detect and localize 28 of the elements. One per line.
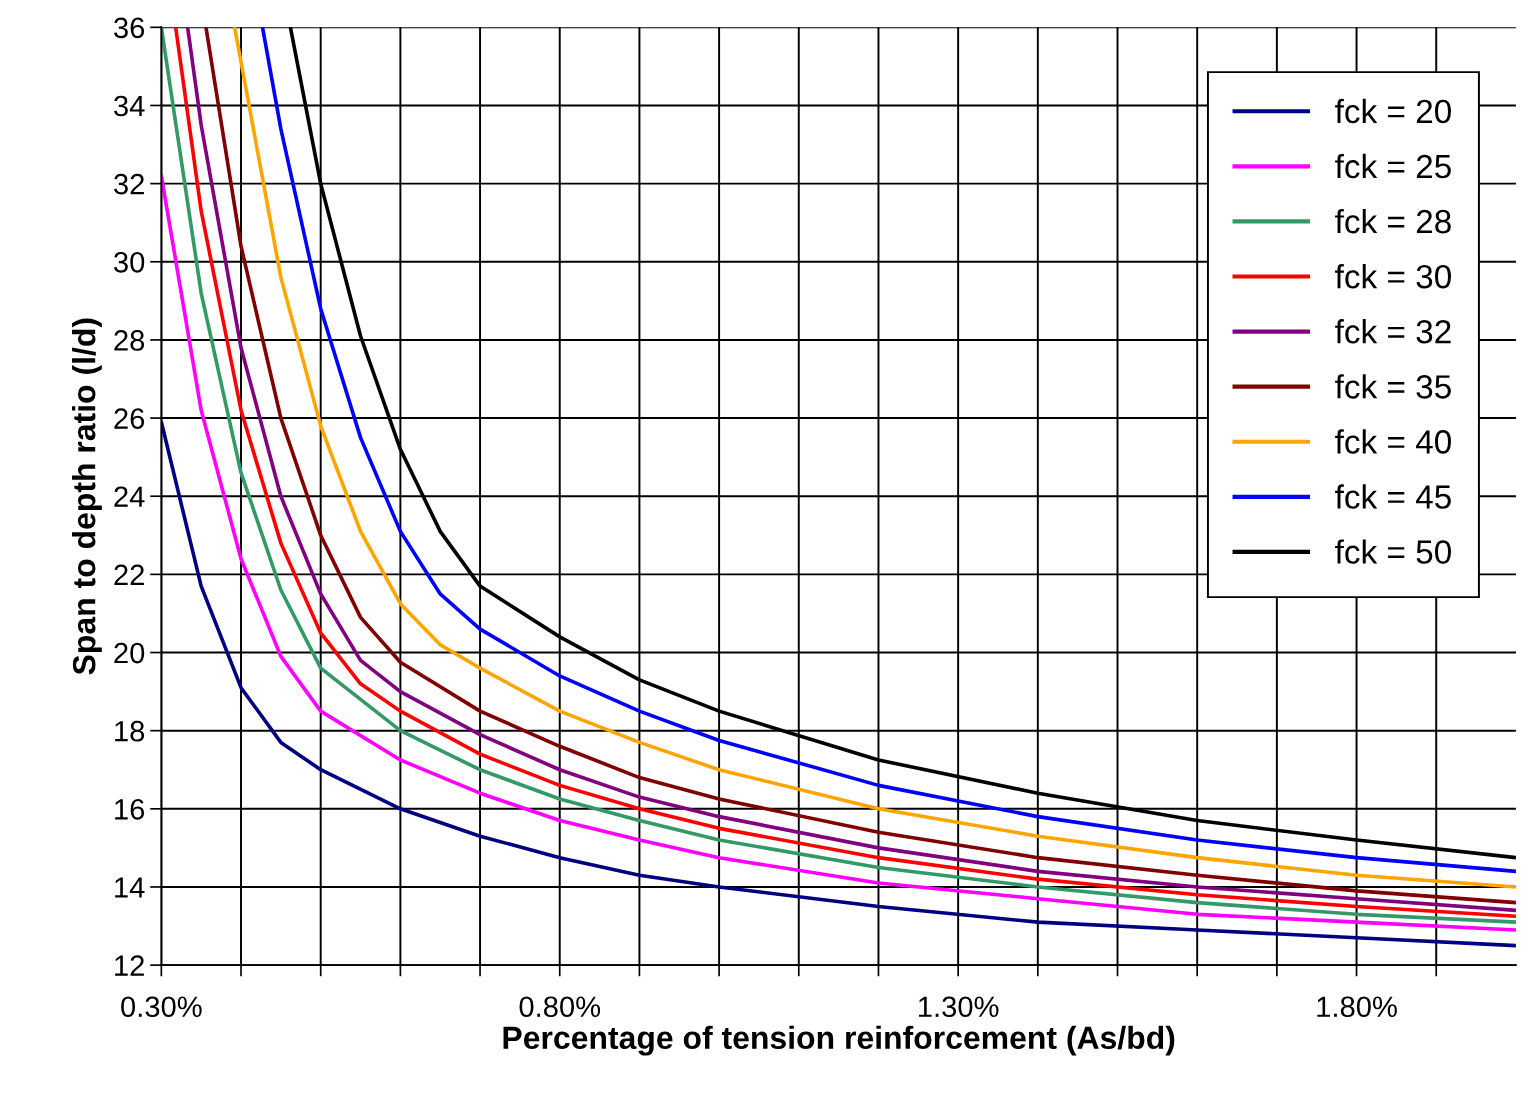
y-tick-label: 26 xyxy=(114,408,145,429)
y-tick-label: 22 xyxy=(114,564,144,585)
x-tick-label: 0.80% xyxy=(519,996,601,1018)
y-tick-label: 18 xyxy=(115,720,145,742)
x-tick-label: 1.30% xyxy=(919,996,999,1018)
legend-label: fck = 40 xyxy=(1335,429,1451,454)
y-tick-label: 12 xyxy=(115,955,144,976)
legend-label: fck = 35 xyxy=(1335,374,1451,399)
x-axis-title: Percentage of tension reinforcement (As/bd) xyxy=(503,1025,1175,1056)
legend-label: fck = 50 xyxy=(1335,539,1451,564)
y-tick-label: 28 xyxy=(114,330,145,351)
legend-label: fck = 30 xyxy=(1335,264,1451,289)
legend-label: fck = 20 xyxy=(1335,98,1451,124)
y-tick-label: 36 xyxy=(114,17,145,39)
legend-label: fck = 32 xyxy=(1335,319,1451,344)
y-tick-label: 30 xyxy=(114,251,145,273)
legend-label: fck = 45 xyxy=(1335,484,1451,509)
y-tick-label: 32 xyxy=(114,173,144,195)
y-tick-label: 16 xyxy=(115,799,145,820)
y-tick-label: 20 xyxy=(114,642,145,664)
y-axis-title: Span to depth ratio (l/d) xyxy=(72,318,102,675)
legend-label: fck = 28 xyxy=(1335,208,1451,234)
x-tick-label: 0.30% xyxy=(121,996,202,1018)
x-tick-label: 1.80% xyxy=(1317,996,1397,1018)
y-tick-label: 24 xyxy=(114,486,145,507)
legend-label: fck = 25 xyxy=(1335,153,1451,179)
y-tick-label: 34 xyxy=(114,95,145,117)
y-tick-label: 14 xyxy=(115,877,145,898)
